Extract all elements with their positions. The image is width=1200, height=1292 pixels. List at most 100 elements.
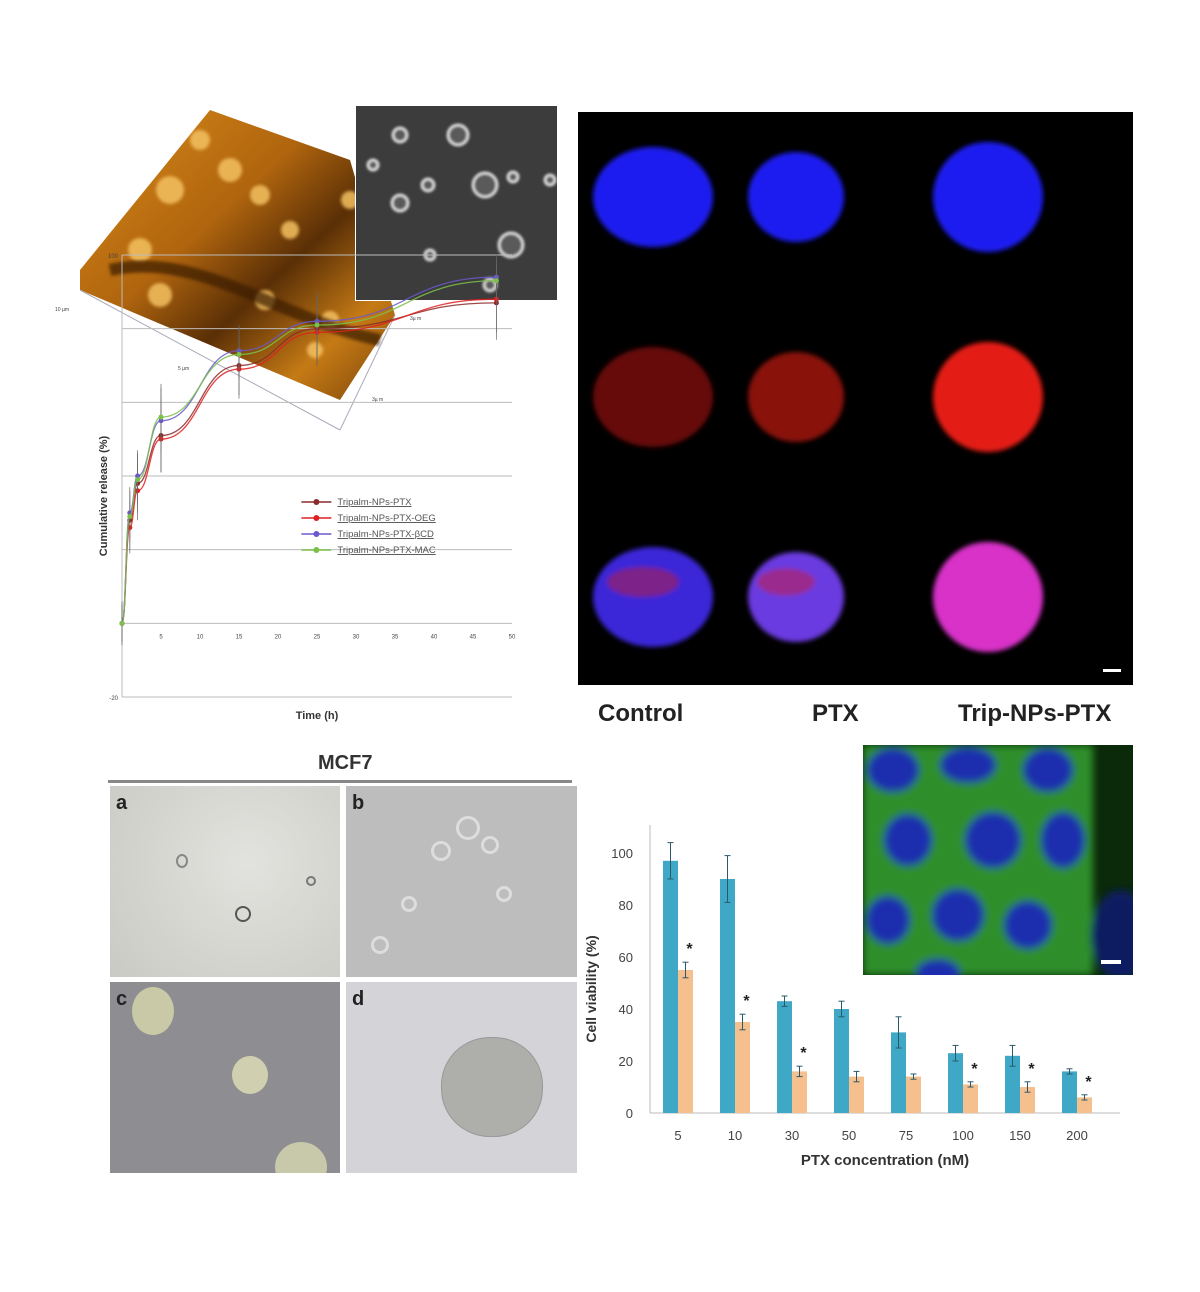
bar <box>1020 1087 1035 1113</box>
bar <box>1005 1055 1020 1113</box>
spheroid-body <box>593 547 713 647</box>
significance-marker: * <box>1085 1074 1092 1091</box>
legend-marker <box>313 515 320 521</box>
spheroid-body <box>748 552 844 642</box>
significance-marker: * <box>800 1045 807 1062</box>
data-point <box>493 278 499 284</box>
bar <box>906 1076 921 1113</box>
y-axis-label: Cell viability (%) <box>583 935 599 1042</box>
x-axis-label: PTX concentration (nM) <box>801 1152 969 1169</box>
x-tick-label: 10 <box>197 634 204 640</box>
significance-marker: * <box>743 993 750 1010</box>
spheroid-body <box>933 342 1043 452</box>
bar <box>720 879 735 1113</box>
y-tick-label: 100 <box>611 846 633 861</box>
bar <box>678 970 693 1113</box>
spheroid-red-signal <box>607 567 679 597</box>
x-tick-label: 15 <box>236 634 243 640</box>
x-tick-label: 200 <box>1066 1128 1088 1143</box>
afm-axis-label: 3µ m <box>372 397 384 403</box>
significance-marker: * <box>971 1061 978 1078</box>
column-label-ptx: PTX <box>812 700 859 727</box>
confocal-spheroid <box>933 342 1043 452</box>
y-axis-label: Cumulative release (%) <box>98 435 110 556</box>
x-axis-label: Time (h) <box>296 710 339 722</box>
y-tick-label: 0 <box>626 1106 633 1121</box>
legend-label: Tripalm-NPs-PTX <box>337 497 412 508</box>
confocal-spheroid <box>593 547 713 647</box>
microscopy-panel-a: a <box>110 786 340 977</box>
y-tick-label: 80 <box>619 898 633 913</box>
legend-marker <box>313 531 320 537</box>
x-tick-label: 40 <box>431 634 438 640</box>
microscopy-panel-d: d <box>346 982 577 1173</box>
bar <box>735 1022 750 1113</box>
bar <box>663 860 678 1113</box>
bar <box>777 1001 792 1113</box>
viability-bar-chart: 0 20 40 60 80 100 5 * 10 * 30 * 50 75 100 * 150 * 200 * PTX … <box>583 825 1120 1169</box>
bar <box>1062 1071 1077 1113</box>
legend-marker <box>313 499 320 505</box>
data-point <box>119 620 125 626</box>
x-tick-label: 5 <box>674 1128 681 1143</box>
series-line <box>121 280 497 624</box>
spheroid-body <box>748 152 844 242</box>
confocal-spheroid <box>933 542 1043 652</box>
panel-label: c <box>116 988 128 1010</box>
immunofluorescence-image <box>863 745 1133 975</box>
confocal-spheroid <box>748 352 844 442</box>
x-tick-label: 20 <box>275 634 282 640</box>
mcf7-title: MCF7 <box>318 752 373 774</box>
title-divider <box>108 780 572 783</box>
legend-label: Tripalm-NPs-PTX-MAC <box>337 545 435 556</box>
column-label-control: Control <box>598 700 684 727</box>
spheroid-body <box>593 347 713 447</box>
legend-marker <box>313 547 320 553</box>
bar <box>963 1084 978 1113</box>
y-tick-label: 60 <box>619 950 633 965</box>
x-tick-label: 50 <box>842 1128 856 1143</box>
y-tick-label: 20 <box>619 1054 633 1069</box>
confocal-spheroid <box>933 142 1043 252</box>
panel-label: b <box>352 792 365 814</box>
spheroid-body <box>933 542 1043 652</box>
x-tick-label: 50 <box>509 634 516 640</box>
release-chart: 100 -20 5 10 15 20 25 30 35 40 45 50 Time (h) Cumulat… <box>98 254 516 722</box>
microscopy-panel-c: c <box>110 982 340 1173</box>
bar <box>849 1076 864 1113</box>
x-tick-label: 30 <box>785 1128 799 1143</box>
significance-marker: * <box>686 941 693 958</box>
data-point <box>135 477 141 483</box>
x-tick-label: 10 <box>728 1128 742 1143</box>
x-tick-label: 150 <box>1009 1128 1031 1143</box>
x-tick-label: 30 <box>353 634 360 640</box>
bar <box>891 1032 906 1113</box>
significance-marker: * <box>1028 1061 1035 1078</box>
bar <box>792 1071 807 1113</box>
bar <box>1077 1097 1092 1113</box>
x-tick-label: 45 <box>470 634 477 640</box>
data-point <box>158 414 164 420</box>
spheroid-body <box>933 142 1043 252</box>
data-point <box>127 514 133 520</box>
sem-image <box>355 105 558 301</box>
data-point <box>236 351 242 357</box>
scale-bar <box>1103 669 1121 672</box>
bar <box>948 1053 963 1113</box>
x-tick-label: 75 <box>899 1128 913 1143</box>
series-line <box>121 298 497 624</box>
column-label-trip-nps-ptx: Trip-NPs-PTX <box>958 700 1112 727</box>
spheroid-body <box>748 352 844 442</box>
panel-label: a <box>116 792 128 814</box>
y-tick-label: 100 <box>108 254 119 260</box>
y-tick-label: -20 <box>109 696 118 702</box>
spheroid-red-signal <box>757 568 815 596</box>
confocal-spheroid <box>593 347 713 447</box>
y-tick-label: 40 <box>619 1002 633 1017</box>
spheroid-body <box>593 147 713 247</box>
x-tick-label: 100 <box>952 1128 974 1143</box>
microscopy-panel-b: b <box>346 786 577 977</box>
afm-axis-label: 3µ m <box>410 316 422 322</box>
confocal-spheroid <box>593 147 713 247</box>
x-tick-label: 35 <box>392 634 399 640</box>
